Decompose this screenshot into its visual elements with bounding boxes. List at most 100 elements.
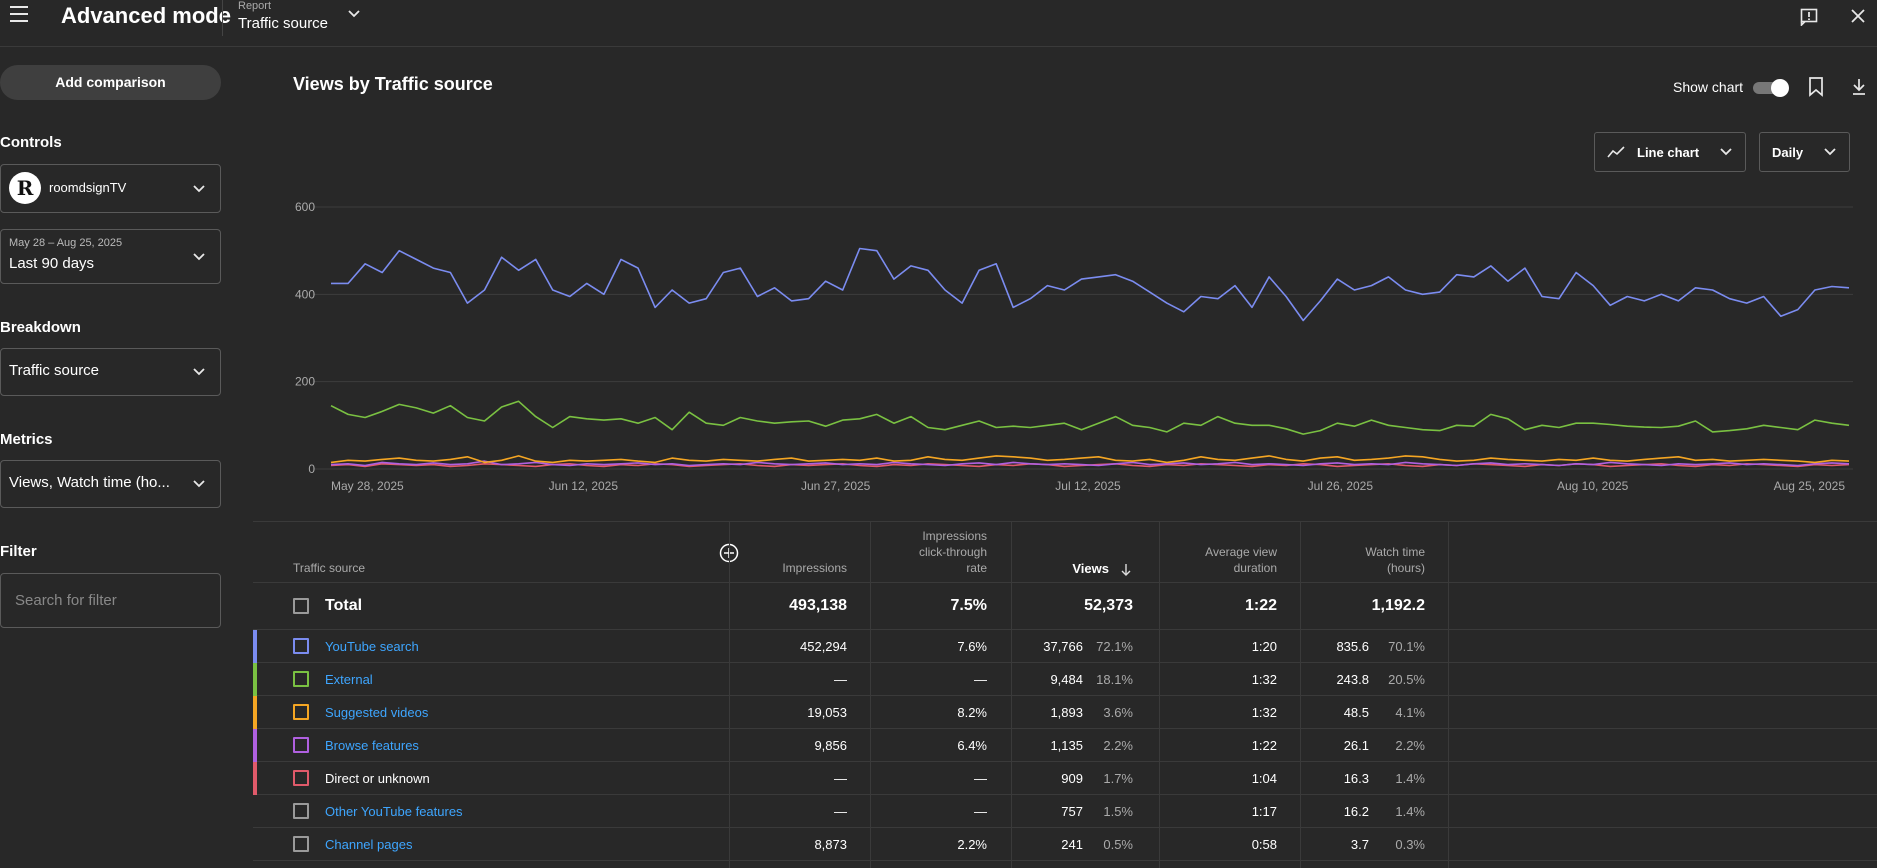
traffic-source-link[interactable]: Channel pages bbox=[325, 837, 413, 852]
views-cell: 241 bbox=[1061, 837, 1083, 852]
header-views[interactable]: Views bbox=[1072, 561, 1109, 576]
header-ctr-line1: Impressions bbox=[922, 529, 987, 543]
total-watch-time: 1,192.2 bbox=[1371, 597, 1425, 614]
column-divider bbox=[1011, 521, 1012, 868]
impressions-cell: 8,873 bbox=[814, 837, 847, 852]
watch-time-percent: 4.1% bbox=[1395, 705, 1425, 720]
breakdown-select[interactable]: Traffic source bbox=[0, 348, 221, 396]
row-checkbox[interactable] bbox=[293, 671, 309, 687]
header-traffic-source: Traffic source bbox=[293, 561, 366, 575]
views-cell: 1,135 bbox=[1050, 738, 1083, 753]
watch-time-cell: 16.2 bbox=[1343, 804, 1369, 819]
row-checkbox[interactable] bbox=[293, 770, 309, 786]
avd-cell: 1:20 bbox=[1251, 639, 1277, 654]
date-range-select[interactable]: May 28 – Aug 25, 2025 Last 90 days bbox=[0, 229, 221, 284]
watch-time-percent: 0.3% bbox=[1395, 837, 1425, 852]
traffic-source-link[interactable]: Other YouTube features bbox=[325, 804, 463, 819]
watch-time-cell: 3.7 bbox=[1350, 837, 1369, 852]
impressions-cell: 9,856 bbox=[814, 738, 847, 753]
breakdown-label: Breakdown bbox=[0, 319, 81, 336]
ctr-cell: — bbox=[974, 672, 987, 687]
show-chart-label: Show chart bbox=[1673, 79, 1744, 95]
filter-search-input[interactable] bbox=[0, 573, 221, 628]
granularity-dropdown[interactable]: Daily bbox=[1759, 132, 1850, 172]
total-checkbox[interactable] bbox=[293, 598, 309, 614]
views-percent: 72.1% bbox=[1096, 639, 1133, 654]
watch-time-percent: 1.4% bbox=[1395, 771, 1425, 786]
x-tick-label: Aug 25, 2025 bbox=[1774, 479, 1846, 493]
avd-cell: 1:32 bbox=[1251, 705, 1277, 720]
impressions-cell: — bbox=[834, 672, 847, 687]
channel-select[interactable]: R roomdsignTV bbox=[0, 164, 221, 213]
total-impressions: 493,138 bbox=[789, 597, 847, 614]
traffic-source-link[interactable]: External bbox=[325, 672, 373, 687]
header-avd-line1: Average view bbox=[1205, 545, 1277, 559]
header-watch-time-line2: (hours) bbox=[1386, 561, 1425, 575]
chevron-down-icon bbox=[1720, 148, 1732, 156]
table-row-total: Total 493,138 7.5% 52,373 1:22 1,192.2 bbox=[253, 583, 1877, 630]
header-watch-time-line1: Watch time bbox=[1365, 545, 1425, 559]
series-line-0 bbox=[331, 247, 1850, 322]
page-title: Advanced mode bbox=[61, 3, 231, 28]
x-tick-label: Jun 12, 2025 bbox=[549, 479, 619, 493]
y-tick-label: 0 bbox=[308, 462, 315, 476]
column-divider bbox=[729, 521, 730, 868]
avd-cell: 1:32 bbox=[1251, 672, 1277, 687]
table-row: Direct or unknown — — 909 1.7% 1:04 16.3 1.4% bbox=[253, 762, 1877, 795]
views-percent: 1.7% bbox=[1103, 771, 1133, 786]
chevron-down-icon[interactable] bbox=[347, 7, 361, 21]
row-checkbox[interactable] bbox=[293, 803, 309, 819]
chevron-down-icon bbox=[193, 480, 205, 488]
bookmark-icon[interactable] bbox=[1808, 77, 1824, 97]
download-icon[interactable] bbox=[1851, 77, 1867, 97]
total-avd: 1:22 bbox=[1244, 597, 1277, 614]
chevron-down-icon bbox=[193, 252, 205, 260]
sort-down-icon[interactable] bbox=[1120, 563, 1132, 577]
table-row: Browse features 9,856 6.4% 1,135 2.2% 1:22 26.… bbox=[253, 729, 1877, 762]
series-color-bar bbox=[253, 663, 257, 696]
close-icon[interactable] bbox=[1850, 8, 1866, 24]
watch-time-percent: 20.5% bbox=[1388, 672, 1425, 687]
views-cell: 9,484 bbox=[1050, 672, 1083, 687]
total-ctr: 7.5% bbox=[950, 597, 987, 614]
add-comparison-button[interactable]: Add comparison bbox=[0, 65, 221, 100]
chart-type-dropdown[interactable]: Line chart bbox=[1594, 132, 1746, 172]
data-table: Traffic source Impressions Impressions c… bbox=[253, 521, 1877, 868]
feedback-icon[interactable] bbox=[1800, 8, 1818, 26]
date-range: May 28 – Aug 25, 2025 bbox=[9, 237, 123, 249]
ctr-cell: 7.6% bbox=[957, 639, 987, 654]
line-chart: 600 400 200 0 May 28, 2025 Jun 12, 2025 Jun 27… bbox=[295, 200, 1853, 493]
y-tick-label: 400 bbox=[295, 287, 315, 301]
row-checkbox[interactable] bbox=[293, 638, 309, 654]
show-chart-toggle[interactable] bbox=[1753, 79, 1789, 97]
traffic-source-link[interactable]: Suggested videos bbox=[325, 705, 429, 720]
impressions-cell: 19,053 bbox=[807, 705, 847, 720]
traffic-source-link[interactable]: Browse features bbox=[325, 738, 419, 753]
watch-time-percent: 70.1% bbox=[1388, 639, 1425, 654]
header-impressions[interactable]: Impressions bbox=[782, 561, 847, 575]
row-checkbox[interactable] bbox=[293, 737, 309, 753]
table-row: Channel pages 8,873 2.2% 241 0.5% 0:58 3.7 0.3% bbox=[253, 828, 1877, 861]
menu-icon[interactable] bbox=[10, 6, 28, 22]
series-line-2 bbox=[330, 455, 1850, 464]
impressions-cell: 452,294 bbox=[800, 639, 847, 654]
ctr-cell: — bbox=[974, 804, 987, 819]
series-line-1 bbox=[330, 400, 1850, 435]
column-divider bbox=[870, 521, 871, 868]
table-row: Other YouTube features — — 757 1.5% 1:17 16.2 1… bbox=[253, 795, 1877, 828]
granularity-label: Daily bbox=[1772, 145, 1804, 160]
watch-time-percent: 2.2% bbox=[1395, 738, 1425, 753]
row-checkbox[interactable] bbox=[293, 836, 309, 852]
total-label: Total bbox=[325, 597, 363, 614]
traffic-source-link[interactable]: YouTube search bbox=[325, 639, 419, 654]
table-row: Suggested videos 19,053 8.2% 1,893 3.6% 1:32 4… bbox=[253, 696, 1877, 729]
column-divider bbox=[1300, 521, 1301, 868]
row-checkbox[interactable] bbox=[293, 704, 309, 720]
metrics-select[interactable]: Views, Watch time (ho... bbox=[0, 460, 221, 508]
avd-cell: 1:04 bbox=[1251, 771, 1277, 786]
report-select[interactable]: Traffic source bbox=[238, 15, 329, 32]
views-cell: 909 bbox=[1061, 771, 1083, 786]
channel-name: roomdsignTV bbox=[49, 180, 127, 195]
header-avd-line2: duration bbox=[1233, 561, 1277, 575]
top-bar: Advanced mode Report Traffic source bbox=[0, 0, 1877, 47]
